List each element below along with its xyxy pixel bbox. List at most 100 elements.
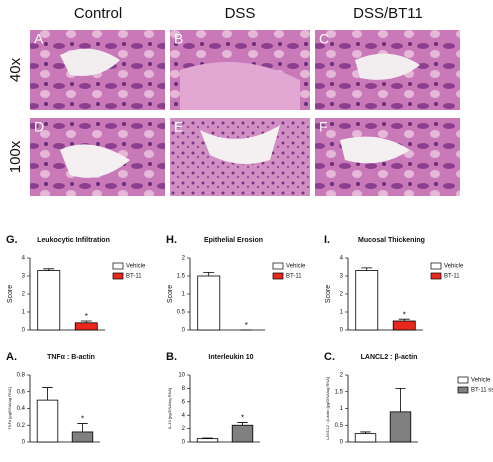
lumen [200, 125, 280, 164]
y-tick-label: 4 [22, 256, 26, 262]
y-tick-label: 0.4 [17, 406, 26, 412]
y-tick-label: 1 [340, 310, 344, 316]
legend-swatch [457, 386, 469, 394]
y-tick-label: 0 [22, 440, 26, 446]
panel-letter: C [319, 31, 329, 47]
y-tick-label: 2 [340, 373, 344, 379]
y-axis-label: IL-10 [pg/DNA/ug RNA] [167, 388, 172, 430]
y-tick-label: 10 [178, 373, 185, 379]
y-tick-label: 0.2 [17, 423, 26, 429]
y-tick-label: 1 [22, 310, 26, 316]
bar [197, 275, 221, 331]
panel-letter: E [174, 119, 183, 135]
error-bar [237, 422, 248, 426]
lumen [60, 144, 130, 178]
error-bar [202, 437, 213, 439]
bar [36, 399, 59, 443]
panel-label: B. [166, 351, 177, 363]
y-tick-label: 8 [182, 386, 186, 392]
panel-label: I. [324, 234, 330, 246]
error-bar [398, 318, 410, 321]
legend-label: Vehicle [126, 264, 146, 270]
lumen [340, 136, 410, 164]
chart-title: Interleukin 10 [208, 354, 253, 361]
bar [355, 270, 379, 331]
significance-mark: * [81, 415, 84, 424]
row-label: 100x [7, 140, 24, 173]
column-header: DSS [225, 5, 256, 22]
legend-label: BT-11 [126, 274, 142, 280]
legend-swatch [112, 272, 124, 280]
histology-grid [30, 30, 460, 196]
y-tick-label: 6 [182, 399, 186, 405]
panel-label: A. [6, 351, 17, 363]
tissue [180, 62, 300, 110]
bar [74, 322, 98, 331]
column-header: Control [74, 5, 122, 22]
y-tick-label: 0 [182, 328, 186, 334]
error-bar [43, 268, 55, 271]
bar [354, 433, 377, 443]
significance-mark: * [241, 414, 244, 423]
y-axis-label: Score [7, 285, 14, 303]
legend-label: BT-11 ss [471, 388, 493, 394]
y-tick-label: 1 [340, 406, 344, 412]
lumen [355, 53, 420, 80]
bar [37, 270, 61, 331]
y-tick-label: 0 [340, 328, 344, 334]
error-bar [395, 388, 406, 412]
error-bar [361, 267, 373, 271]
y-tick-label: 4 [340, 256, 344, 262]
legend-label: Vehicle [471, 378, 491, 384]
legend-label: Vehicle [444, 264, 464, 270]
legend-swatch [272, 262, 284, 270]
y-tick-label: 2 [182, 256, 186, 262]
legend-label: Vehicle [286, 264, 306, 270]
y-axis-label: LANCL2 : β-actin [pg/DNA/ug RNA] [325, 377, 330, 440]
y-axis-label: Score [167, 285, 174, 303]
y-tick-label: 0.5 [177, 310, 186, 316]
panel-letter: A [34, 31, 44, 47]
y-tick-label: 0 [340, 440, 344, 446]
panel-label: C. [324, 351, 335, 363]
legend-label: BT-11 [286, 274, 302, 280]
y-tick-label: 2 [182, 426, 186, 432]
bar [71, 431, 94, 443]
error-bar [360, 431, 371, 434]
legend-swatch [272, 272, 284, 280]
y-tick-label: 0.6 [17, 389, 26, 395]
column-header: DSS/BT11 [353, 5, 423, 22]
bar [231, 424, 254, 443]
chart-title: TNFα : B-actin [47, 354, 95, 361]
y-axis-label: TNFα [pg/DNA/ug RNA] [7, 387, 12, 430]
y-axis-label: Score [325, 285, 332, 303]
y-tick-label: 3 [22, 274, 26, 280]
y-tick-label: 3 [340, 274, 344, 280]
significance-mark: * [85, 312, 88, 321]
y-tick-label: 1 [182, 292, 186, 298]
legend-swatch [457, 376, 469, 384]
y-tick-label: 2 [340, 292, 344, 298]
chart-title: Epithelial Erosion [204, 237, 263, 244]
legend-swatch [430, 272, 442, 280]
significance-mark: * [403, 310, 406, 319]
panel-letter: F [319, 119, 328, 135]
error-bar [42, 387, 53, 401]
y-tick-label: 0 [22, 328, 26, 334]
legend-label: BT-11 [444, 274, 460, 280]
y-tick-label: 2 [22, 292, 26, 298]
y-tick-label: 0.5 [335, 423, 344, 429]
y-tick-label: 1.5 [335, 389, 344, 395]
chart-title: LANCL2 : β-actin [361, 354, 418, 361]
error-bar [203, 272, 215, 276]
panel-letter: D [34, 119, 44, 135]
y-tick-label: 0 [182, 440, 186, 446]
bar [389, 411, 412, 443]
lumen [60, 48, 120, 76]
panel-label: G. [6, 234, 18, 246]
legend-swatch [430, 262, 442, 270]
legend-swatch [112, 262, 124, 270]
chart-title: Mucosal Thickening [358, 237, 425, 244]
panel-letter: B [174, 31, 183, 47]
